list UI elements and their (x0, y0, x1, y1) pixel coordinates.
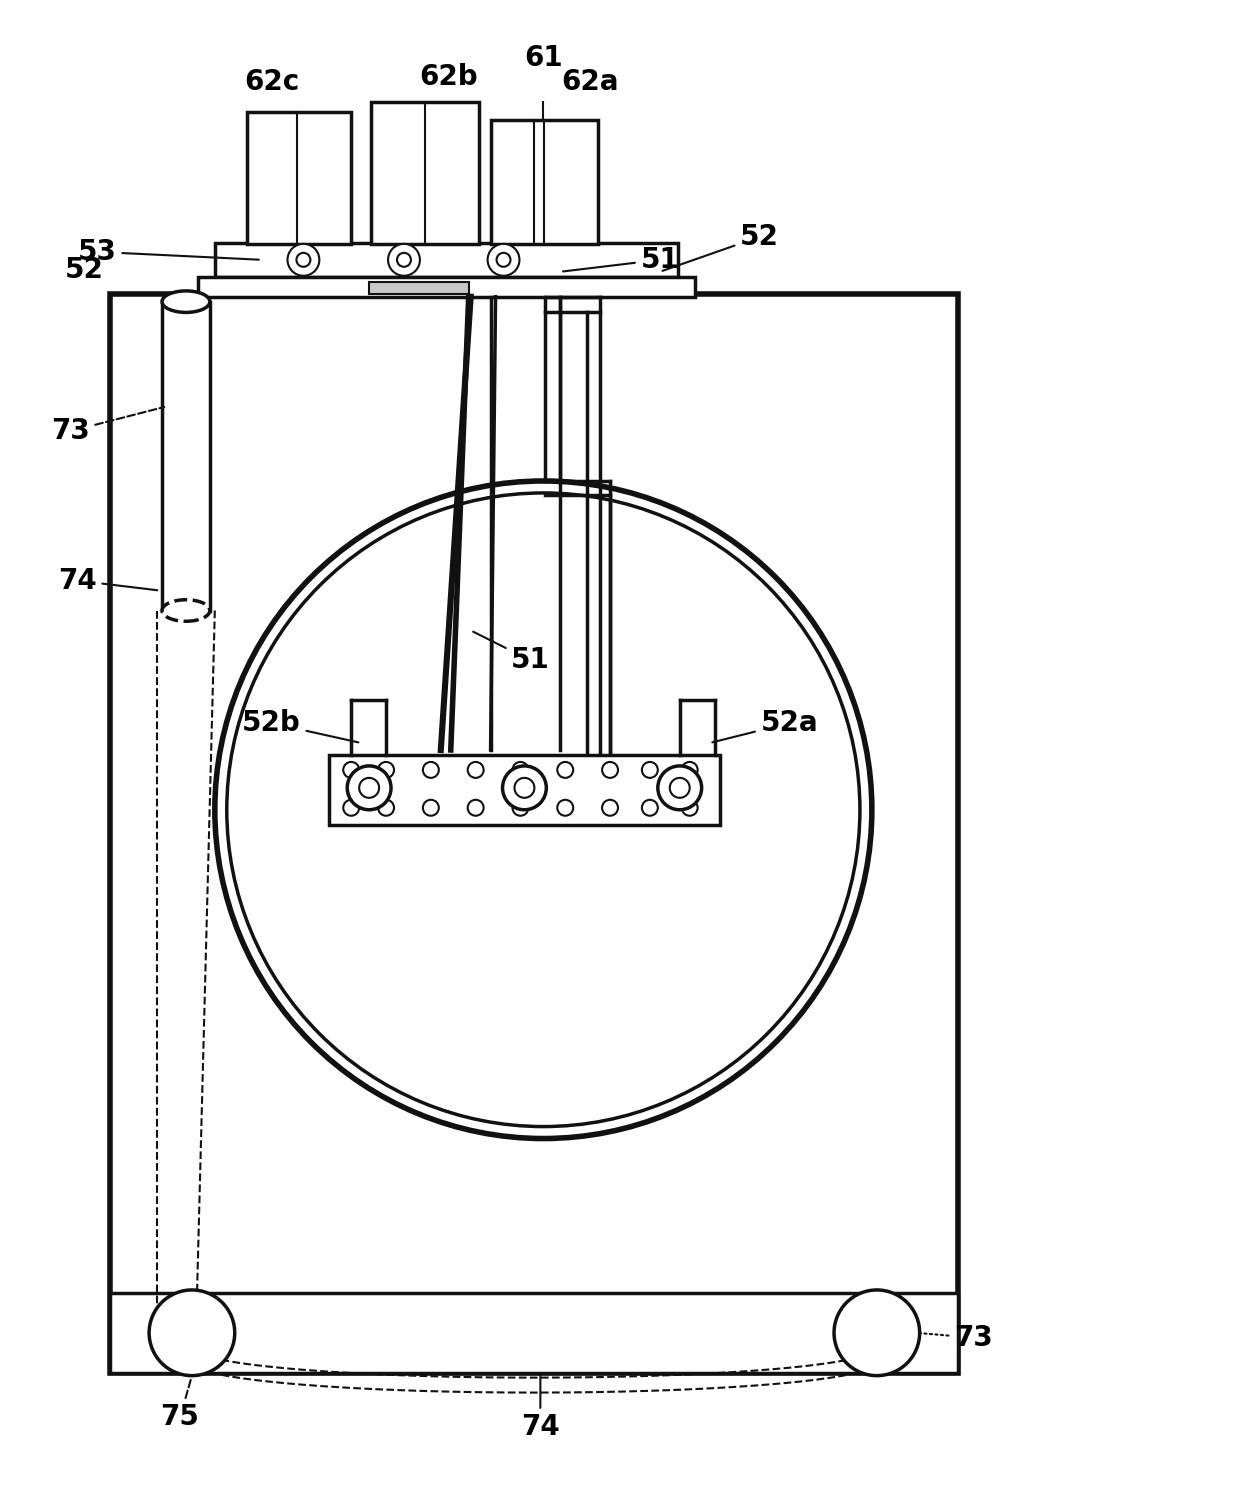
Circle shape (343, 761, 360, 778)
Text: 52: 52 (662, 224, 779, 271)
Circle shape (467, 800, 484, 815)
Circle shape (835, 1290, 920, 1375)
Circle shape (658, 766, 702, 809)
Text: 73: 73 (51, 407, 165, 446)
Text: 75: 75 (160, 1378, 200, 1432)
Circle shape (288, 244, 320, 276)
Bar (491, 121, 598, 244)
Circle shape (603, 761, 618, 778)
Text: 52b: 52b (242, 709, 358, 742)
Circle shape (557, 761, 573, 778)
Circle shape (487, 244, 520, 276)
Text: 74: 74 (58, 566, 157, 595)
Text: 52a: 52a (712, 709, 818, 742)
Bar (110, 1293, 959, 1372)
Ellipse shape (162, 600, 210, 621)
Circle shape (642, 800, 658, 815)
Text: 61: 61 (525, 43, 563, 72)
Circle shape (149, 1290, 234, 1375)
Circle shape (512, 800, 528, 815)
Text: 62b: 62b (419, 64, 479, 91)
Ellipse shape (162, 291, 210, 313)
Bar (330, 755, 719, 824)
Bar (215, 243, 678, 277)
Circle shape (682, 800, 698, 815)
Circle shape (347, 766, 391, 809)
Circle shape (502, 766, 547, 809)
Circle shape (343, 800, 360, 815)
Bar (247, 112, 351, 244)
Circle shape (557, 800, 573, 815)
Circle shape (682, 761, 698, 778)
Circle shape (378, 761, 394, 778)
Bar (110, 294, 959, 1372)
Text: 51: 51 (563, 246, 680, 274)
Circle shape (467, 761, 484, 778)
Circle shape (642, 761, 658, 778)
Circle shape (378, 800, 394, 815)
Text: 74: 74 (521, 1375, 559, 1441)
Circle shape (603, 800, 618, 815)
Circle shape (512, 761, 528, 778)
Bar (370, 282, 469, 294)
Circle shape (423, 761, 439, 778)
Circle shape (388, 244, 420, 276)
Text: 73: 73 (919, 1323, 993, 1351)
Bar (198, 277, 694, 297)
Text: 51: 51 (474, 632, 549, 675)
Bar (371, 103, 479, 244)
Text: 53: 53 (78, 238, 259, 265)
Text: 62a: 62a (562, 69, 619, 97)
Circle shape (423, 800, 439, 815)
Text: 62c: 62c (244, 69, 299, 97)
Text: 52: 52 (64, 256, 104, 283)
